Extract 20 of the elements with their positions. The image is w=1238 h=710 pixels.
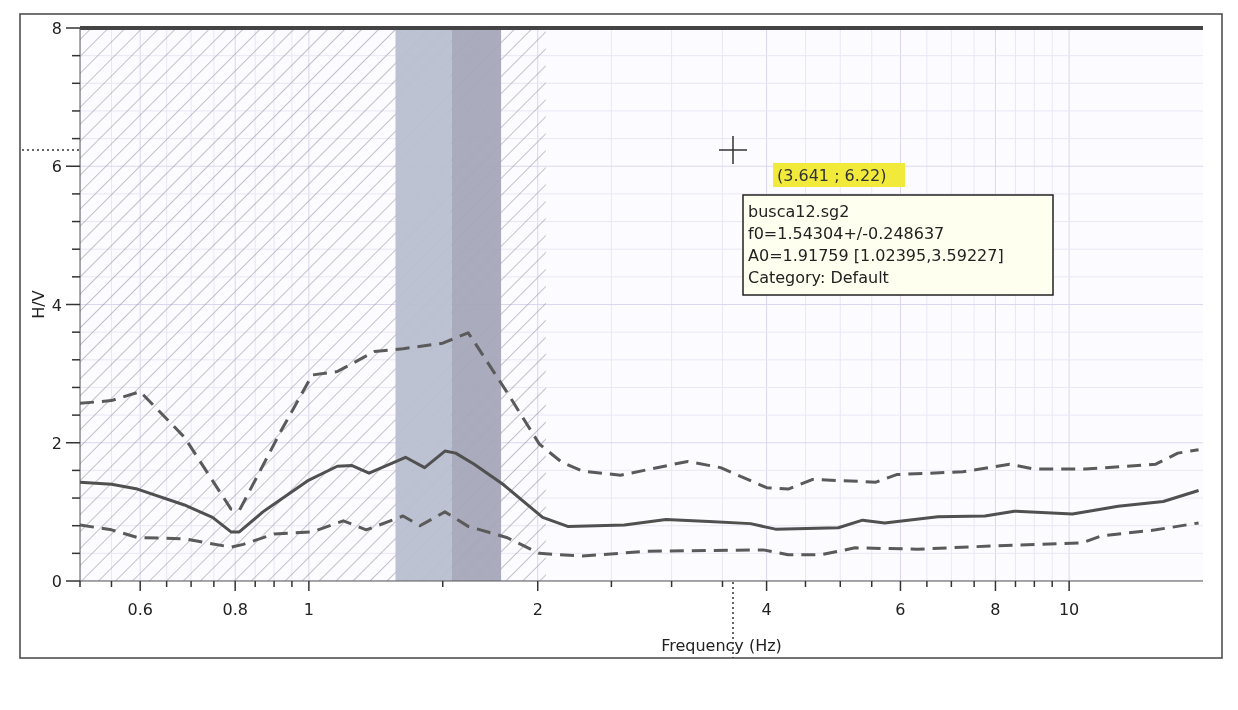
x-axis-title: Frequency (Hz) — [661, 636, 782, 655]
annotation: busca12.sg2 — [748, 202, 850, 221]
x-tick-label: 2 — [532, 600, 543, 619]
y-tick-label: 2 — [51, 433, 62, 453]
y-axis-title: H/V — [29, 290, 48, 319]
x-tick-label: 0.6 — [127, 600, 153, 619]
annotation: Category: Default — [748, 268, 889, 287]
x-tick-label: 0.8 — [222, 600, 248, 619]
x-tick-label: 6 — [895, 600, 906, 619]
y-tick-label: 0 — [51, 572, 62, 591]
x-tick-label: 1 — [303, 600, 314, 619]
y-tick-label: 8 — [51, 19, 62, 38]
annotation: A0=1.91759 [1.02395,3.59227] — [748, 246, 1004, 265]
x-tick-label: 8 — [990, 600, 1001, 619]
x-tick-label: 4 — [761, 600, 772, 619]
annotation: f0=1.54304+/-0.248637 — [748, 224, 945, 243]
annotation: (3.641 ; 6.22) — [777, 166, 887, 185]
y-tick-label: 4 — [51, 295, 62, 315]
y-tick-label: 6 — [51, 157, 62, 177]
x-tick-label: 10 — [1058, 600, 1080, 619]
